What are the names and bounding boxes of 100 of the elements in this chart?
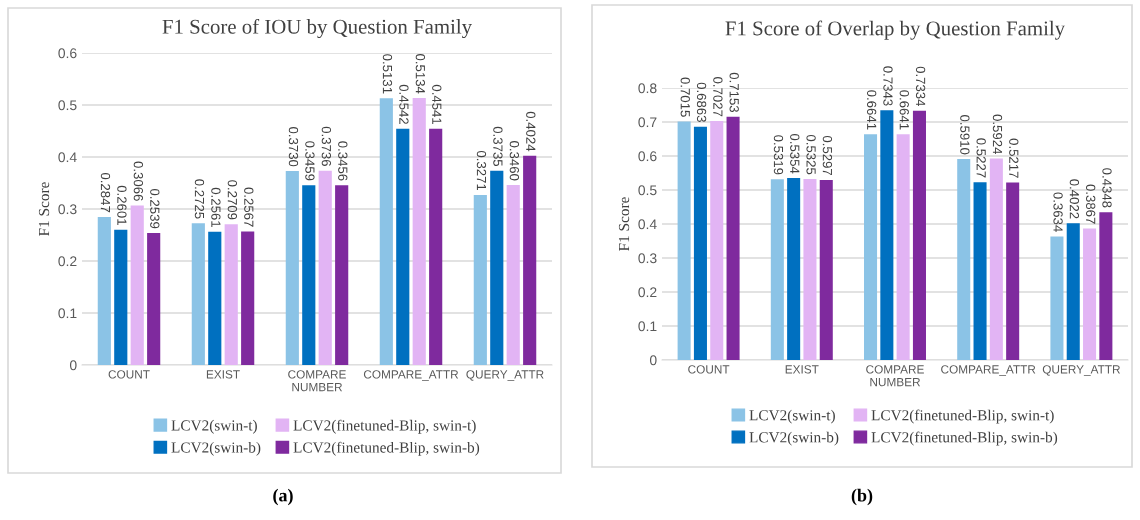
bar [302,185,316,365]
bar [1006,182,1020,360]
data-label: 0.2847 [100,172,111,213]
y-tick-label: 0 [69,360,77,371]
x-tick-label: COUNT [688,365,730,374]
bar [803,178,817,360]
bar [130,205,144,365]
chart-title: F1 Score of IOU by Question Family [162,18,472,39]
bar [241,231,255,365]
data-label: 0.5910 [960,115,970,155]
bar [957,159,971,360]
data-label: 0.3456 [338,141,348,181]
data-label: 0.5354 [790,133,800,174]
data-label: 0.3730 [288,127,299,167]
data-label: 0.5227 [976,138,986,178]
bar [318,170,332,365]
y-tick-label: 0.5 [638,185,657,196]
data-label: 0.7334 [915,66,926,107]
data-label: 0.3735 [493,126,503,167]
data-label: 0.3460 [509,141,520,181]
legend-label: LCV2(swin-b) [171,441,261,456]
data-label: 0.6641 [866,90,877,130]
y-tick-label: 0.1 [638,321,657,332]
data-label: 0.7153 [729,72,739,113]
data-label: 0.3271 [476,150,487,191]
x-tick-label: COUNT [108,370,150,379]
bar [880,110,894,360]
y-tick-label: 0.2 [638,287,657,298]
data-label: 0.2601 [117,185,127,225]
bar [770,179,784,360]
bar [787,177,801,360]
y-tick-label: 0.4 [638,219,657,230]
y-tick-label: 0.7 [638,117,657,128]
data-label: 0.7343 [883,66,893,106]
data-label: 0.4022 [1069,179,1080,219]
bar [693,126,707,360]
y-tick-label: 0.1 [58,308,77,319]
data-label: 0.2539 [150,188,160,229]
y-tick-label: 0.3 [638,253,657,264]
bar [114,229,128,365]
data-label: 0.5319 [773,135,784,175]
legend-label: LCV2(finetuned-Blip, swin-t) [871,409,1054,424]
bar [191,223,205,365]
y-tick-label: 0.3 [58,204,77,215]
bar [1099,212,1113,360]
bar [473,194,487,365]
bar [147,232,161,365]
data-label: 0.7015 [680,77,690,117]
bar [1050,236,1064,360]
bar [726,116,740,360]
data-label: 0.3066 [133,161,144,201]
data-label: 0.2567 [244,187,254,227]
y-tick-label: 0.5 [58,100,77,111]
x-tick-label: COMPARE_ATTR [363,370,459,381]
bar [224,224,238,365]
data-label: 0.5131 [382,54,393,94]
chart-title: F1 Score of Overlap by Question Family [725,20,1066,40]
bar [490,170,504,365]
x-tick-label: EXIST [206,370,240,379]
bar [285,171,299,365]
data-label: 0.3634 [1053,192,1063,232]
data-label: 0.4541 [432,84,442,125]
bar [912,110,926,360]
data-label: 0.5924 [992,114,1003,155]
bar [1083,228,1097,360]
data-label: 0.6641 [899,90,909,130]
bar [396,128,410,365]
data-label: 0.6863 [696,82,707,122]
bar [677,121,691,360]
bar [523,155,537,365]
x-tick-label: COMPARE NUMBER [288,370,346,392]
data-label: 0.4542 [399,84,409,124]
data-label: 0.4348 [1102,168,1112,208]
y-axis-title: F1 Score [38,182,50,236]
bar [1066,223,1080,360]
y-tick-label: 0.2 [58,256,77,267]
data-label: 0.2725 [194,179,205,219]
data-label: 0.2709 [227,180,238,220]
y-tick-label: 0.4 [58,152,77,163]
data-label: 0.7027 [713,77,723,117]
x-tick-label: QUERY_ATTR [466,370,544,381]
data-label: 0.5325 [806,134,816,175]
bar [896,134,910,360]
y-tick-label: 0.6 [58,48,77,59]
data-label: 0.5217 [1009,138,1019,178]
legend-label: LCV2(finetuned-Blip, swin-t) [293,419,476,434]
bar [819,179,833,360]
y-tick-label: 0.8 [638,83,657,94]
legend-label: LCV2(finetuned-Blip, swin-b) [293,441,480,456]
legend-label: LCV2(finetuned-Blip, swin-b) [871,431,1058,446]
data-label: 0.2561 [211,187,221,228]
data-label: 0.3459 [305,141,315,181]
legend-label: LCV2(swin-t) [171,419,257,434]
y-tick-label: 0 [649,355,657,366]
data-label: 0.3867 [1086,184,1096,224]
bar [412,98,426,365]
bar [989,158,1003,360]
text: (a) [273,488,293,506]
bar [97,216,111,365]
data-label: 0.3736 [321,126,332,166]
